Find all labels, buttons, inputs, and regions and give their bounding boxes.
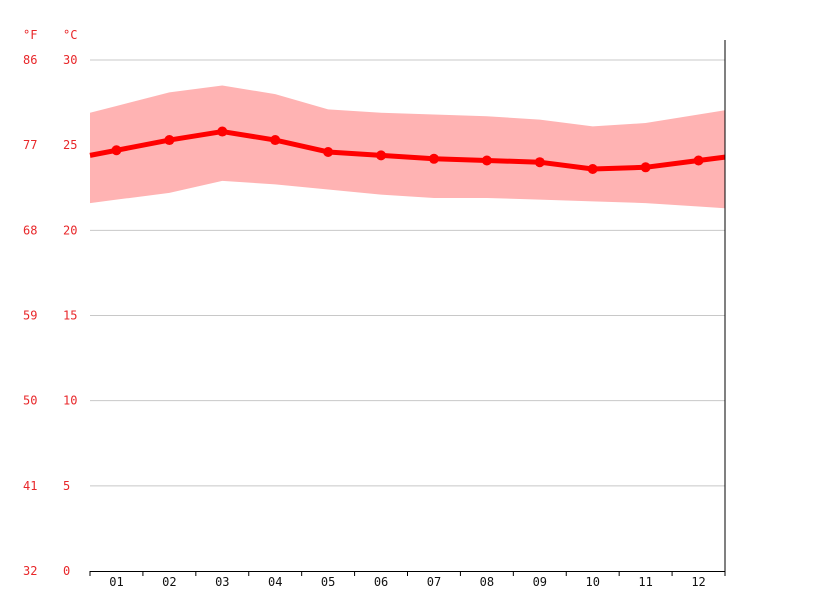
mean-temperature-line (89, 129, 726, 172)
y-tick-label-celsius: 0 (63, 564, 70, 578)
y-tick-label-fahrenheit: 77 (23, 138, 37, 152)
mean-temperature-point (693, 155, 704, 166)
x-tick-label: 05 (321, 575, 335, 589)
y-tick-label-fahrenheit: 41 (23, 479, 37, 493)
y-tick-label-celsius: 25 (63, 138, 77, 152)
y-tick-label-celsius: 10 (63, 394, 77, 408)
y-tick-label-fahrenheit: 50 (23, 394, 37, 408)
mean-temperature-point (534, 157, 545, 168)
y-tick-label-fahrenheit: 59 (23, 309, 37, 323)
mean-temperature-point (270, 135, 281, 146)
x-tick-label: 04 (268, 575, 282, 589)
x-tick-label: 10 (585, 575, 599, 589)
y-tick-label-fahrenheit: 86 (23, 53, 37, 67)
mean-temperature-point (481, 155, 492, 166)
x-tick-label: 11 (638, 575, 652, 589)
x-axis-labels: 01 02 03 04 05 06 07 08 09 10 11 12 (109, 575, 706, 589)
x-tick-label: 02 (162, 575, 176, 589)
y-tick-label-celsius: 20 (63, 223, 77, 237)
unit-label-celsius: °C (63, 28, 77, 42)
unit-label-fahrenheit: °F (23, 28, 37, 42)
y-tick-label-celsius: 15 (63, 309, 77, 323)
y-tick-label-celsius: 30 (63, 53, 77, 67)
y-axis-labels: 32 0 41 5 50 10 59 15 68 20 77 25 86 30 (23, 53, 77, 578)
mean-temperature-point (587, 164, 598, 175)
x-axis-ticks (89, 571, 726, 576)
mean-temperature-point (164, 135, 175, 146)
x-tick-label: 09 (533, 575, 547, 589)
x-tick-label: 03 (215, 575, 229, 589)
mean-temperature-point (111, 145, 122, 156)
y-tick-label-fahrenheit: 32 (23, 564, 37, 578)
mean-temperature-point (376, 150, 387, 161)
x-tick-label: 06 (374, 575, 388, 589)
x-tick-label: 01 (109, 575, 123, 589)
y-tick-label-fahrenheit: 68 (23, 223, 37, 237)
x-tick-label: 07 (427, 575, 441, 589)
mean-temperature-point (640, 162, 651, 173)
temperature-range-band (90, 85, 725, 209)
mean-temperature-point (428, 153, 439, 164)
mean-temperature-points (111, 126, 704, 175)
mean-temperature-point (323, 146, 334, 157)
y-tick-label-celsius: 5 (63, 479, 70, 493)
x-tick-label: 08 (480, 575, 494, 589)
mean-temperature-point (217, 126, 228, 137)
x-tick-label: 12 (691, 575, 705, 589)
